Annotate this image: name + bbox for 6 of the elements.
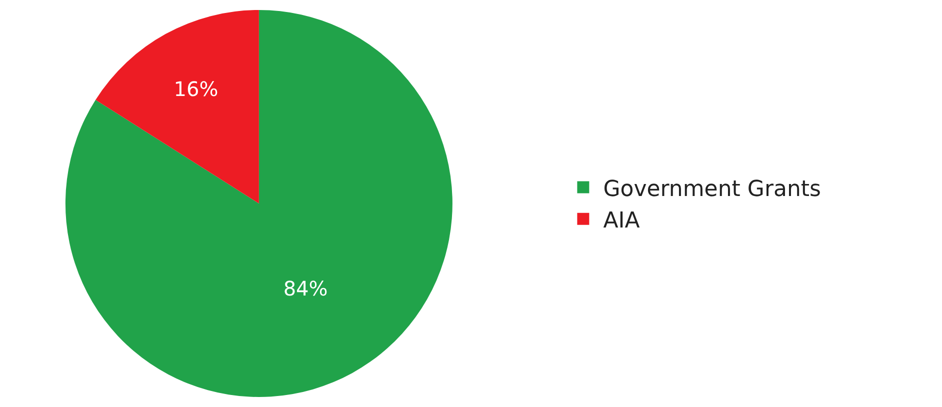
data-label: 16%	[174, 77, 218, 102]
legend-label: Government Grants	[603, 176, 822, 202]
legend-label: AIA	[603, 208, 640, 234]
data-label: 84%	[283, 276, 328, 300]
pie-slice	[66, 10, 452, 397]
pie-slice	[96, 10, 259, 204]
